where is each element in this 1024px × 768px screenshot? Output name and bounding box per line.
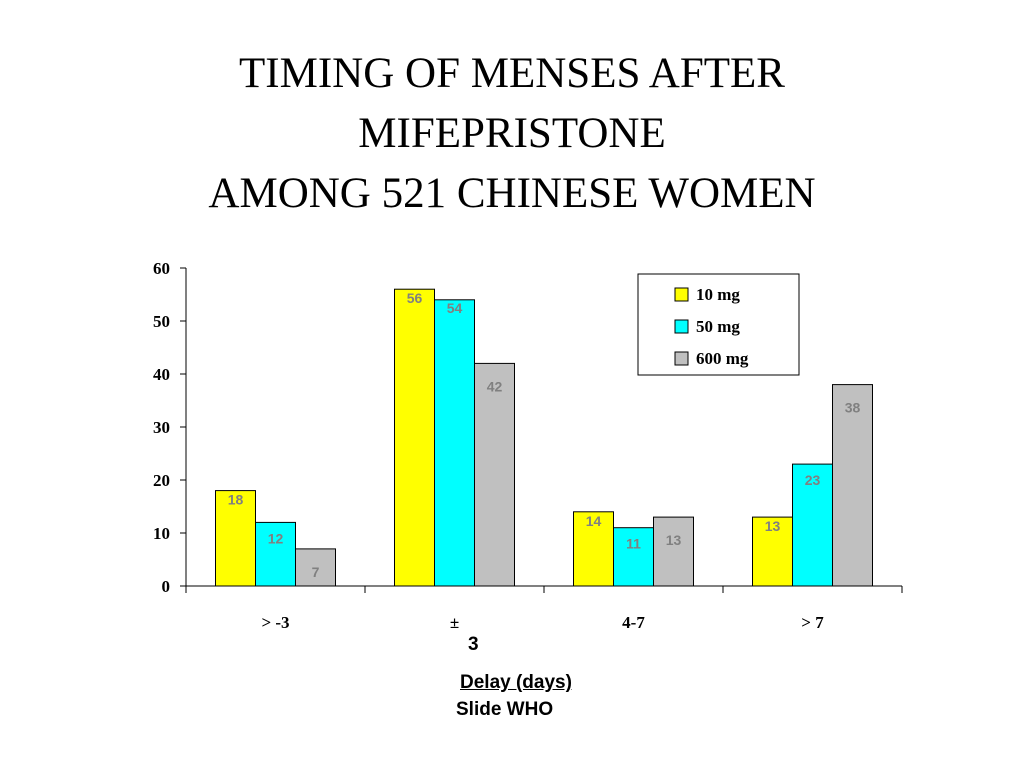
bar [394,288,435,587]
stray-subscript-text: 3 [468,634,479,655]
slide-credit: Slide WHO [456,699,554,720]
y-tick-label: 0 [162,577,171,596]
bar-data-label: 56 [407,290,423,306]
legend-swatch [674,351,689,366]
bar-data-label: 13 [765,518,781,534]
chart-data-labels: 18 12 7 56 54 42 14 11 13 13 23 38 [228,290,861,580]
bar [474,362,515,587]
bar [295,548,336,587]
bar-data-label: 54 [447,300,463,316]
legend-swatch [674,319,689,334]
legend-entry-label: 50 mg [696,317,740,336]
chart-axes: 0 10 20 30 40 50 60 > -3 ±4-7 > 7 [153,259,903,632]
chart-legend: 10 mg 50 mg 600 mg [637,273,800,376]
legend-entry-label: 600 mg [696,349,749,368]
x-category-label: > -3 [261,613,289,632]
y-tick-label: 10 [153,524,170,543]
bar-data-label: 18 [228,492,244,508]
bar-data-label: 11 [626,536,641,552]
legend-swatch [674,287,689,302]
bar [752,516,793,587]
bar [255,521,296,587]
title-line-2: MIFEPRISTONE [358,110,666,157]
bar [653,516,694,587]
y-tick-label: 40 [153,365,170,384]
bar [215,490,256,587]
bar [792,463,833,587]
legend-box [637,273,800,376]
y-tick-label: 50 [153,312,170,331]
y-tick-label: 20 [153,471,170,490]
bar [434,299,475,587]
title-line-3: AMONG 521 CHINESE WOMEN [208,170,816,217]
bar-data-label: 13 [666,532,682,548]
bar-data-label: 7 [312,564,320,580]
x-category-label: ± [450,613,459,632]
bar-data-label: 14 [586,513,602,529]
bar-data-label: 12 [268,530,284,546]
bar-data-label: 23 [805,472,821,488]
legend-entry-label: 10 mg [696,285,740,304]
y-tick-label: 60 [153,259,170,278]
slide-title: TIMING OF MENSES AFTER MIFEPRISTONE AMON… [0,44,1024,224]
x-category-label: 4-7 [622,613,645,632]
bar-data-label: 42 [487,378,503,394]
chart-bars [215,288,873,587]
bar [832,384,873,587]
title-line-1: TIMING OF MENSES AFTER [239,50,785,97]
x-category-label: > 7 [801,613,824,632]
y-tick-label: 30 [153,418,170,437]
x-axis-title: Delay (days) [460,672,572,693]
bar-data-label: 38 [845,400,861,416]
